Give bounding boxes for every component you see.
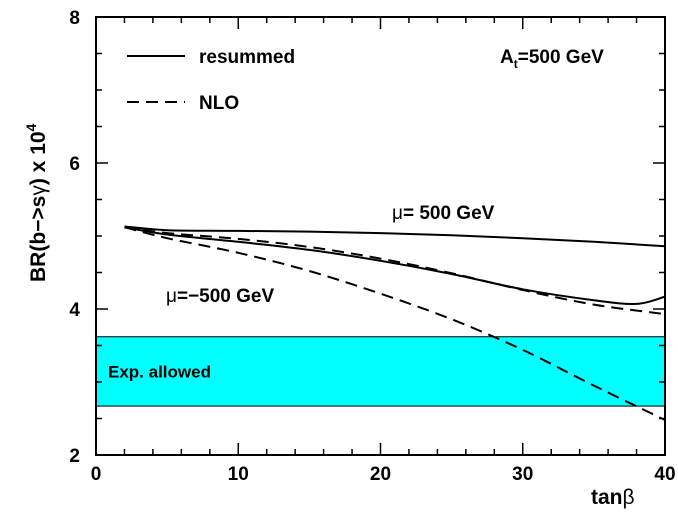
mu-pos-annotation: μ= 500 GeV bbox=[392, 203, 495, 224]
at-annotation: At=500 GeV bbox=[500, 47, 604, 71]
x-axis-label: tanβ bbox=[591, 486, 635, 509]
y-label-exp: 4 bbox=[23, 123, 39, 131]
at-sub: t bbox=[514, 57, 518, 71]
exp-allowed-band bbox=[95, 336, 666, 407]
mu-neg-greek: μ bbox=[166, 286, 177, 307]
x-tick-label: 10 bbox=[228, 464, 249, 485]
mu-neg-text: =−500 GeV bbox=[177, 286, 275, 307]
at-prefix: A bbox=[500, 47, 514, 68]
series-line-dashed-mu-neg bbox=[124, 226, 666, 421]
series-line-solid-mu-pos bbox=[124, 225, 666, 248]
series-line-dashed-mu-pos bbox=[124, 226, 666, 316]
mu-pos-greek: μ bbox=[392, 203, 403, 224]
y-tick-label: 6 bbox=[69, 154, 80, 175]
x-tick-label: 40 bbox=[654, 464, 675, 485]
mu-pos-text: = 500 GeV bbox=[403, 203, 495, 224]
y-label-prefix: BR(b−>s bbox=[27, 196, 50, 282]
y-tick-label: 4 bbox=[69, 300, 80, 321]
x-tick-label: 30 bbox=[512, 464, 533, 485]
x-tick-label: 0 bbox=[91, 464, 102, 485]
legend-label-nlo: NLO bbox=[199, 93, 239, 114]
x-label-main: tan bbox=[591, 486, 623, 509]
y-label-greek: γ bbox=[27, 185, 50, 196]
legend: resummed NLO bbox=[127, 47, 295, 114]
x-tick-label: 20 bbox=[370, 464, 391, 485]
series-layer bbox=[124, 225, 666, 421]
y-axis-label: BR(b−>sγ) x 104 bbox=[23, 123, 50, 282]
y-label-suffix: ) x 10 bbox=[27, 131, 50, 185]
y-tick-label: 8 bbox=[69, 8, 80, 29]
legend-label-resummed: resummed bbox=[199, 47, 295, 68]
at-suffix: =500 GeV bbox=[518, 47, 604, 68]
mu-neg-annotation: μ=−500 GeV bbox=[166, 286, 274, 307]
series-line-solid-mu-neg bbox=[124, 226, 666, 306]
y-tick-label: 2 bbox=[69, 446, 80, 467]
ticks-layer: 0 10 20 30 40 2 4 6 8 bbox=[69, 8, 675, 485]
band-label: Exp. allowed bbox=[108, 362, 211, 381]
x-label-greek: β bbox=[623, 486, 635, 509]
